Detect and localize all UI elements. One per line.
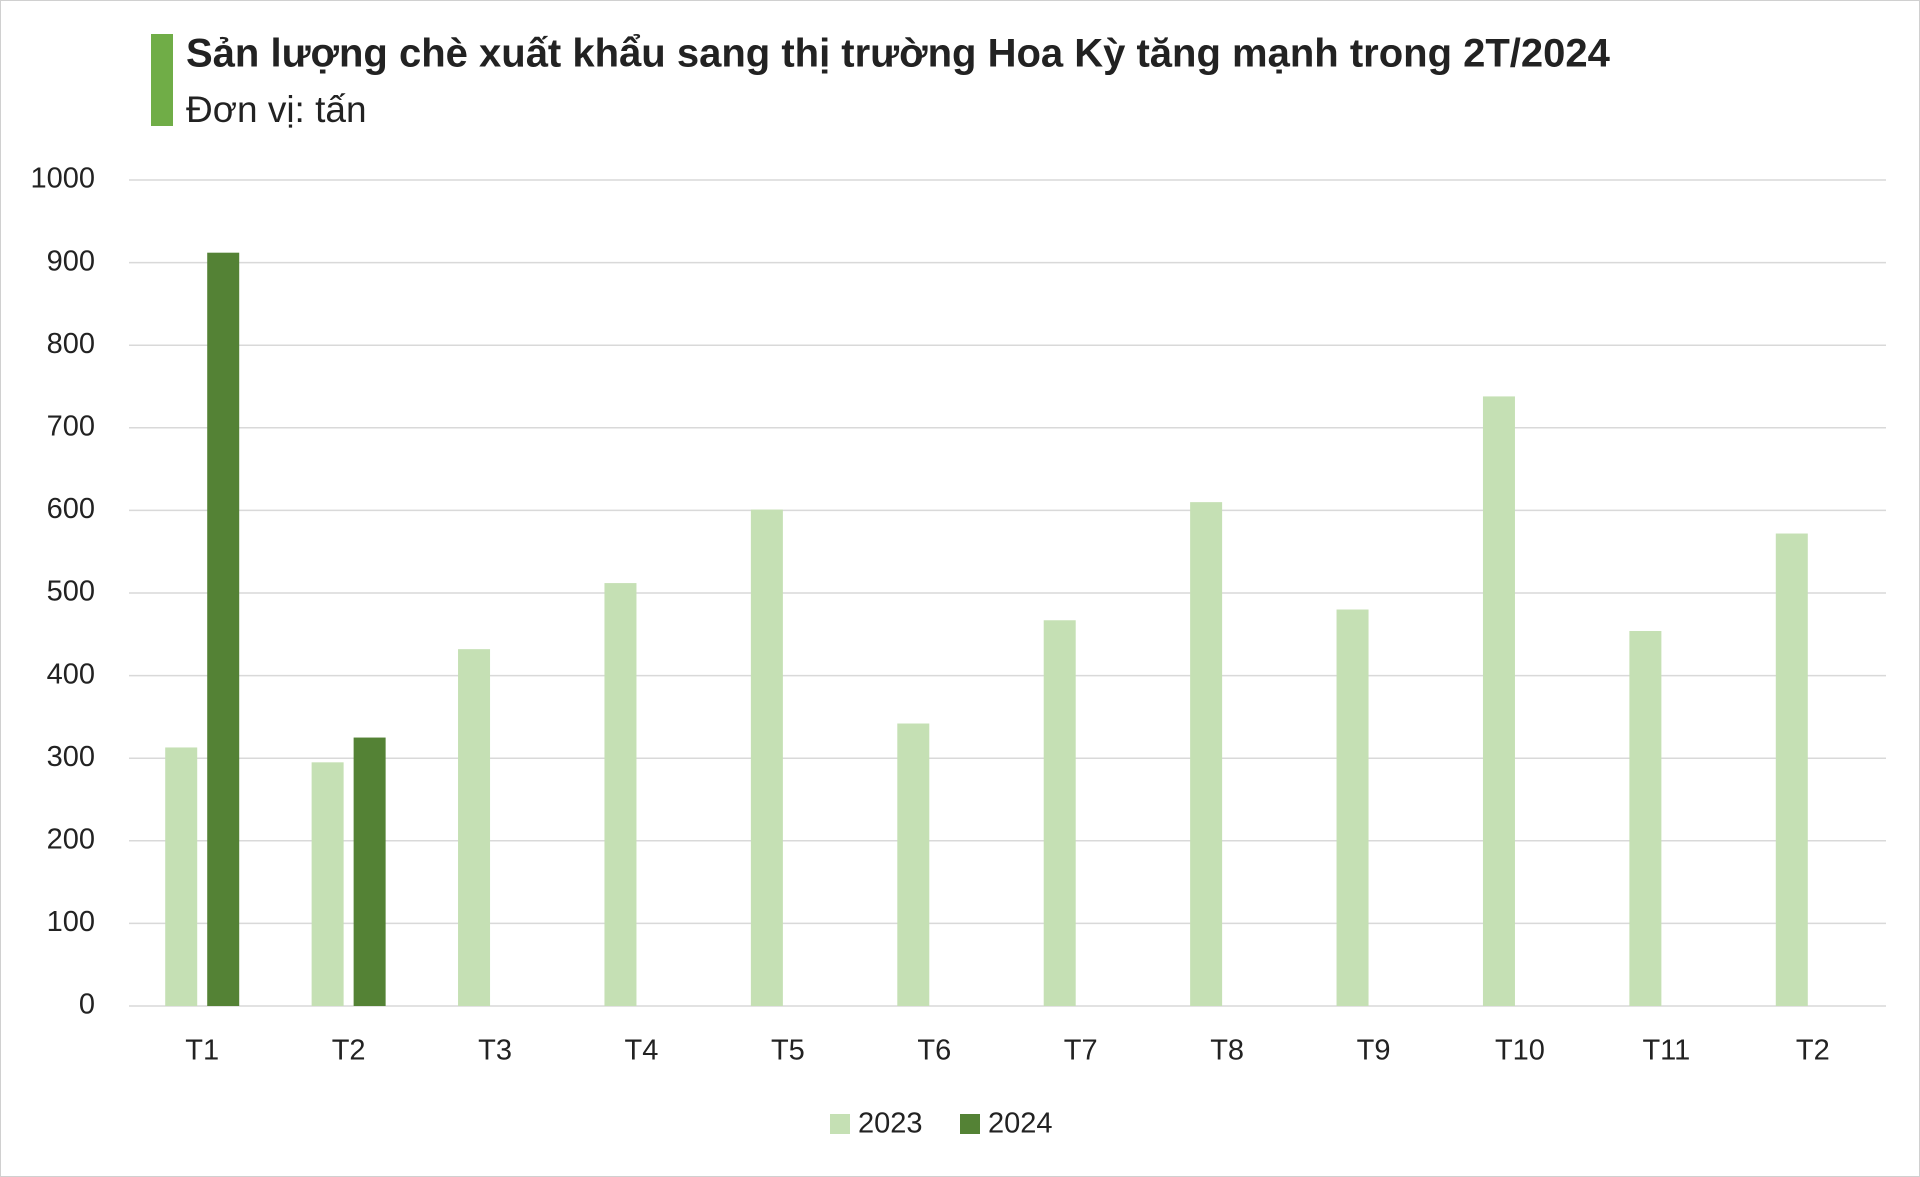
y-tick-label: 900 — [47, 245, 95, 277]
x-tick-label: T7 — [1064, 1035, 1098, 1067]
y-tick-label: 200 — [47, 823, 95, 855]
title-accent — [151, 34, 173, 126]
x-tick-label: T5 — [771, 1035, 805, 1067]
chart-title: Sản lượng chè xuất khẩu sang thị trường … — [186, 32, 1611, 76]
x-tick-label: T11 — [1642, 1035, 1690, 1067]
bar — [165, 747, 198, 1006]
bar — [207, 252, 240, 1007]
bar — [1482, 396, 1515, 1006]
y-tick-label: 400 — [47, 658, 95, 690]
chart-subtitle: Đơn vị: tấn — [186, 89, 367, 130]
bar — [897, 723, 930, 1006]
bar — [353, 737, 386, 1006]
x-tick-label: T6 — [917, 1035, 951, 1067]
y-tick-label: 300 — [47, 741, 95, 773]
x-tick-label: T4 — [625, 1035, 659, 1067]
bar — [1043, 620, 1076, 1006]
bar — [1336, 609, 1369, 1006]
y-tick-label: 600 — [47, 493, 95, 525]
x-tick-label: T1 — [185, 1035, 219, 1067]
bar — [458, 649, 491, 1006]
x-tick-label: T2 — [1796, 1035, 1830, 1067]
legend-label: 2023 — [858, 1108, 923, 1140]
y-tick-label: 1000 — [30, 163, 95, 195]
legend-swatch — [830, 1114, 850, 1134]
bar — [1775, 533, 1808, 1006]
legend-label: 2024 — [988, 1108, 1053, 1140]
legend-swatch — [960, 1114, 980, 1134]
x-tick-label: T10 — [1495, 1035, 1545, 1067]
x-tick-label: T2 — [332, 1035, 366, 1067]
x-tick-label: T8 — [1210, 1035, 1244, 1067]
bar — [1190, 502, 1223, 1006]
x-tick-label: T9 — [1357, 1035, 1391, 1067]
y-tick-label: 0 — [79, 989, 95, 1021]
x-tick-label: T3 — [478, 1035, 512, 1067]
bar — [311, 762, 344, 1006]
y-tick-label: 500 — [47, 576, 95, 608]
bar — [750, 509, 783, 1006]
y-tick-label: 100 — [47, 906, 95, 938]
y-tick-label: 700 — [47, 410, 95, 442]
y-tick-label: 800 — [47, 328, 95, 360]
bar — [1629, 630, 1662, 1006]
bar — [604, 583, 637, 1006]
